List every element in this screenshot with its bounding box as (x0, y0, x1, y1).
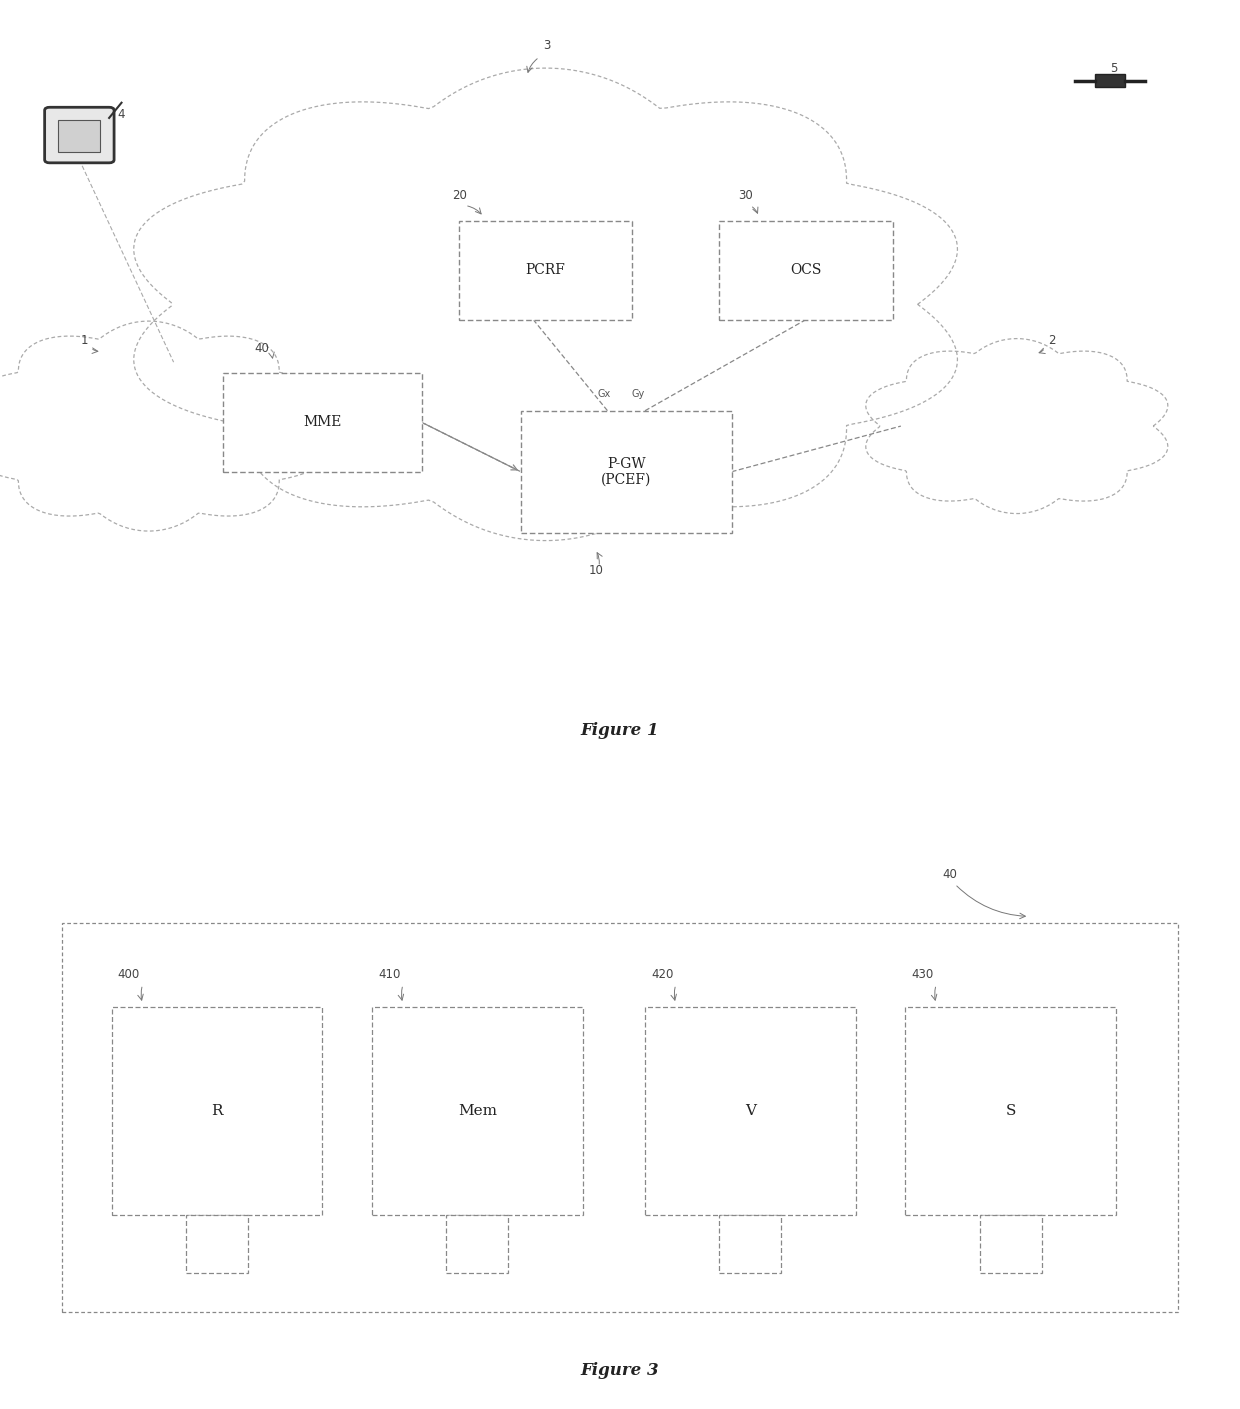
Bar (372, 1007, 583, 1215)
Bar (719, 1215, 781, 1272)
Text: 5: 5 (1110, 62, 1117, 75)
Text: 400: 400 (118, 968, 140, 981)
Text: 420: 420 (651, 968, 673, 981)
Text: S: S (1006, 1103, 1016, 1117)
Bar (223, 373, 422, 472)
Text: 40: 40 (254, 341, 269, 355)
Text: Mem: Mem (458, 1103, 497, 1117)
Bar (62, 923, 1178, 1312)
Bar (645, 1007, 856, 1215)
Text: V: V (745, 1103, 755, 1117)
Text: P-GW
(PCEF): P-GW (PCEF) (601, 457, 651, 488)
Bar (186, 1215, 248, 1272)
Text: MME: MME (304, 416, 341, 430)
Bar (58, 120, 100, 152)
Text: 4: 4 (118, 108, 125, 121)
Bar (112, 1007, 322, 1215)
Bar (459, 221, 632, 320)
Text: R: R (211, 1103, 223, 1117)
Text: Gx: Gx (598, 389, 610, 399)
Text: 30: 30 (738, 189, 753, 203)
Bar (719, 221, 893, 320)
Polygon shape (134, 68, 957, 541)
Text: Figure 1: Figure 1 (580, 721, 660, 738)
FancyBboxPatch shape (45, 107, 114, 163)
Text: 1: 1 (81, 334, 88, 347)
Text: 20: 20 (453, 189, 467, 203)
Polygon shape (866, 338, 1168, 513)
Text: 410: 410 (378, 968, 401, 981)
Polygon shape (0, 321, 327, 531)
Bar (980, 1215, 1042, 1272)
Text: 40: 40 (942, 868, 957, 881)
Bar (1095, 73, 1125, 87)
Text: 10: 10 (589, 565, 604, 578)
Text: Gy: Gy (632, 389, 645, 399)
Bar (521, 411, 732, 533)
Text: Figure 3: Figure 3 (580, 1361, 660, 1378)
Text: 430: 430 (911, 968, 934, 981)
Text: OCS: OCS (790, 263, 822, 278)
Text: 2: 2 (1048, 334, 1055, 347)
Bar (446, 1215, 508, 1272)
Text: 3: 3 (543, 39, 551, 52)
Bar (905, 1007, 1116, 1215)
Text: PCRF: PCRF (526, 263, 565, 278)
